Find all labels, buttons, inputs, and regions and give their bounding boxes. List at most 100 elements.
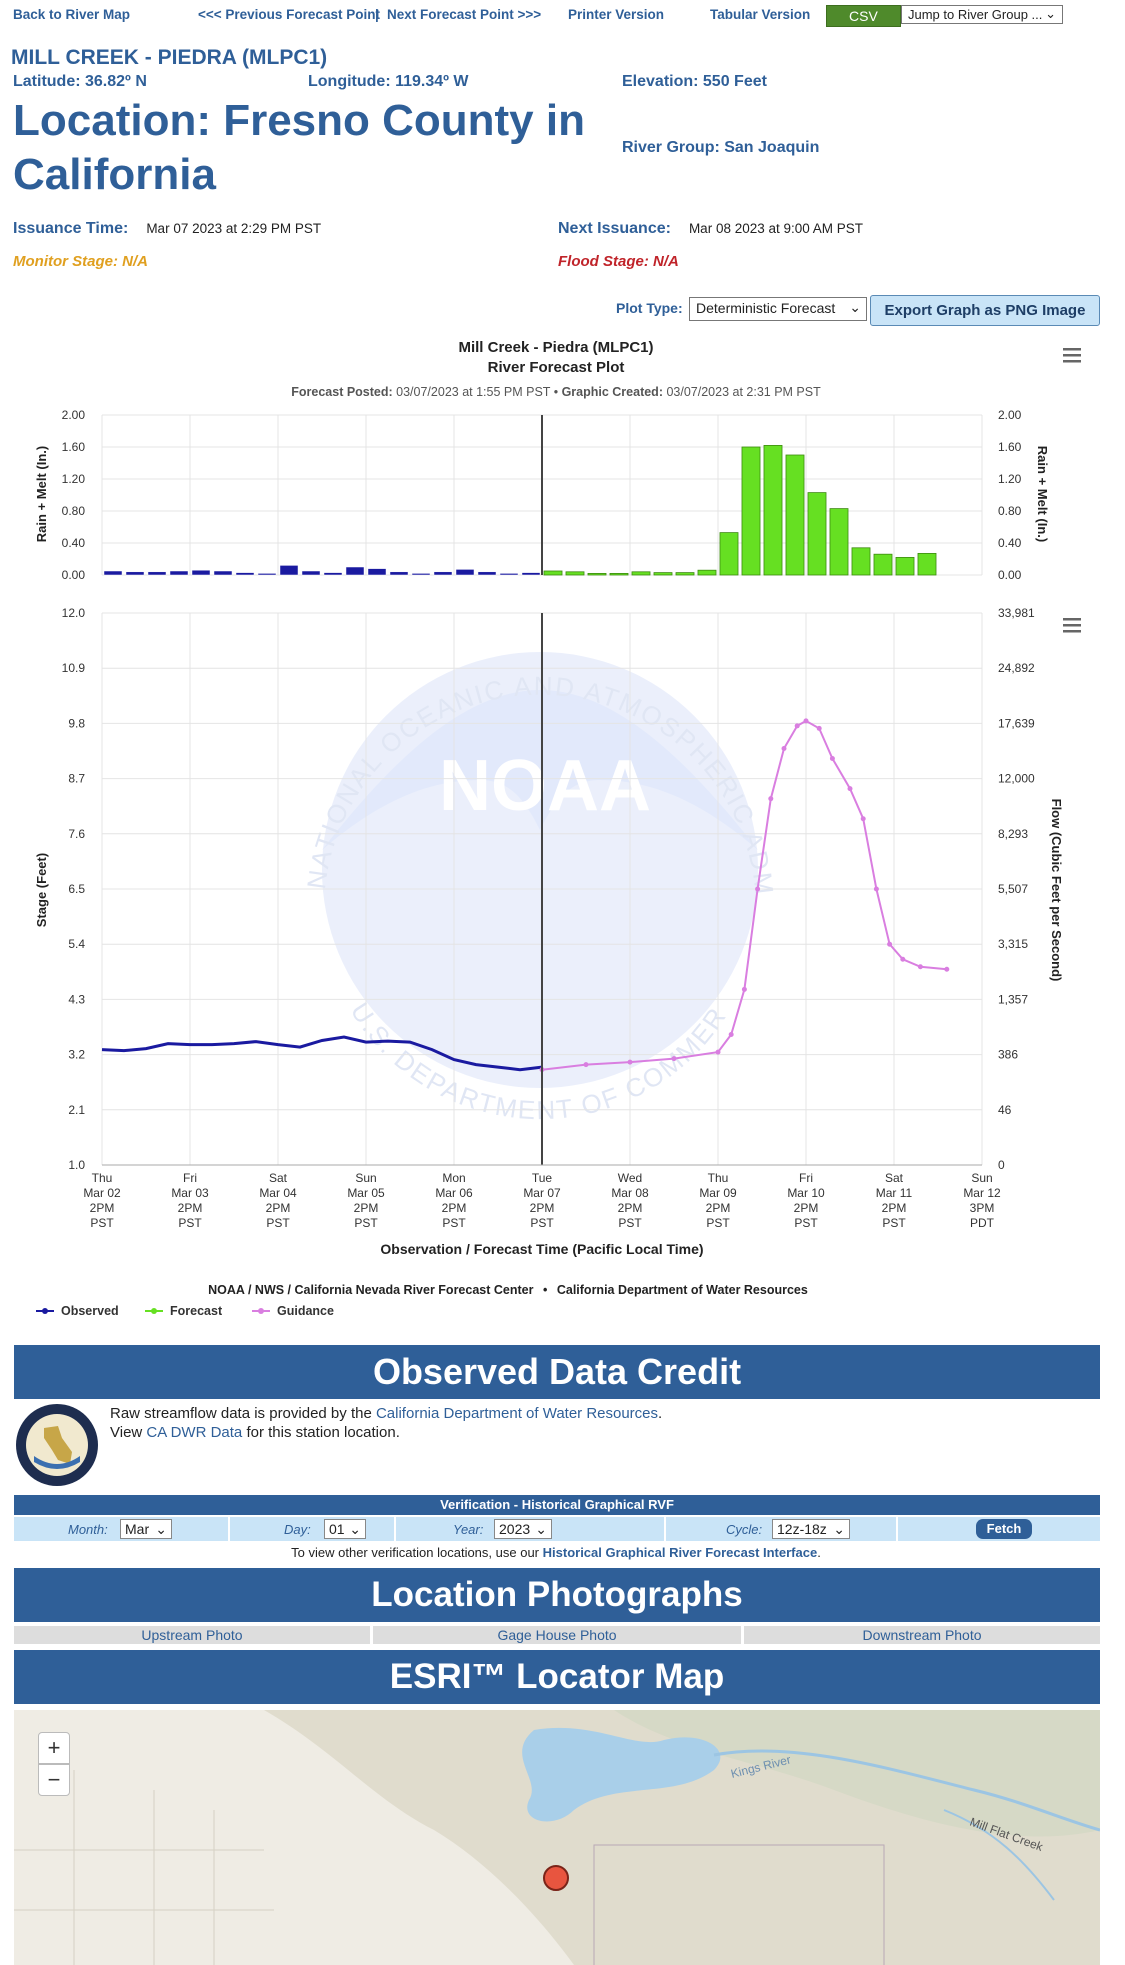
stage-y-tick: 4.3 bbox=[68, 992, 85, 1006]
map-lake bbox=[522, 1727, 721, 1822]
map-creek bbox=[943, 1809, 1055, 1901]
month-select[interactable]: Mar ⌄ bbox=[120, 1519, 172, 1539]
forecast-precip-bar bbox=[741, 446, 761, 576]
credit-line-1-suffix: . bbox=[658, 1405, 663, 1422]
x-tick-line: 2PM bbox=[442, 1201, 467, 1215]
forecast-precip-bar bbox=[785, 454, 805, 576]
next-forecast-point-link[interactable]: Next Forecast Point >>> bbox=[387, 7, 542, 22]
flow-y2-tick: 386 bbox=[998, 1048, 1018, 1062]
ca-dwr-data-link[interactable]: CA DWR Data bbox=[146, 1424, 243, 1441]
x-tick-line: 2PM bbox=[178, 1201, 203, 1215]
observed-precip-bar bbox=[433, 571, 453, 576]
x-tick-line: Mon bbox=[442, 1171, 465, 1185]
chevron-down-icon: ⌄ bbox=[349, 1521, 361, 1537]
legend-label: Guidance bbox=[277, 1304, 334, 1318]
flow-y2-tick: 1,357 bbox=[998, 992, 1028, 1006]
precip-y2label: Rain + Melt (In.) bbox=[1035, 446, 1050, 542]
x-tick-line: PST bbox=[354, 1216, 378, 1230]
chart-menu-icon-2[interactable] bbox=[1063, 618, 1081, 633]
zoom-in-button[interactable]: + bbox=[38, 1732, 70, 1764]
forecast-precip-bar bbox=[565, 571, 585, 576]
year-value: 2023 bbox=[499, 1521, 531, 1537]
gage-house-photo-tab[interactable]: Gage House Photo bbox=[373, 1626, 741, 1644]
flow-y2-tick: 33,981 bbox=[998, 606, 1035, 620]
stage-y-tick: 5.4 bbox=[68, 937, 85, 951]
top-nav: Back to River Map <<< Previous Forecast … bbox=[0, 0, 1125, 32]
station-location-marker[interactable] bbox=[543, 1865, 569, 1891]
export-png-button[interactable]: Export Graph as PNG Image bbox=[870, 295, 1100, 326]
precip-y-tick: 0.80 bbox=[62, 504, 86, 518]
precip-y2-tick: 2.00 bbox=[998, 408, 1022, 422]
x-tick-label: Sun Mar 12 3PM PDT bbox=[963, 1171, 1001, 1230]
precip-y-tick: 0.00 bbox=[62, 568, 86, 582]
forecast-precip-bar bbox=[895, 556, 915, 576]
x-tick-line: PST bbox=[882, 1216, 906, 1230]
printer-version-link[interactable]: Printer Version bbox=[568, 7, 665, 22]
observed-credit-text: Raw streamflow data is provided by the C… bbox=[110, 1404, 662, 1442]
precip-y-tick: 1.20 bbox=[62, 472, 86, 486]
legend-marker bbox=[42, 1308, 48, 1314]
year-select[interactable]: 2023 ⌄ bbox=[494, 1519, 552, 1539]
previous-forecast-point-link[interactable]: <<< Previous Forecast Point bbox=[198, 7, 380, 22]
plot-type-select[interactable]: Deterministic Forecast ⌄ bbox=[689, 297, 867, 321]
downstream-photo-tab[interactable]: Downstream Photo bbox=[744, 1626, 1100, 1644]
guidance-stage-point bbox=[900, 956, 906, 962]
credits-bullet: • bbox=[543, 1283, 547, 1297]
guidance-stage-point bbox=[741, 986, 747, 992]
x-tick-label: Thu Mar 02 2PM PST bbox=[83, 1171, 121, 1230]
precip-ylabel: Rain + Melt (In.) bbox=[34, 446, 49, 542]
x-tick-line: 3PM bbox=[970, 1201, 995, 1215]
forecast-precip-bar bbox=[807, 492, 827, 576]
chart-legend: Observed Forecast Guidance bbox=[36, 1304, 334, 1318]
ca-dwr-link[interactable]: California Department of Water Resources bbox=[375, 1405, 659, 1422]
posted-bullet: • bbox=[554, 385, 558, 399]
credits-dwr: California Department of Water Resources bbox=[557, 1283, 808, 1297]
forecast-precip-bar bbox=[719, 532, 739, 576]
chevron-down-icon: ⌄ bbox=[535, 1521, 547, 1537]
observed-precip-bar bbox=[257, 573, 277, 576]
x-tick-line: Fri bbox=[799, 1171, 813, 1185]
chart-posted-line: Forecast Posted: 03/07/2023 at 1:55 PM P… bbox=[291, 385, 821, 399]
flow-y2-tick: 5,507 bbox=[998, 882, 1028, 896]
day-select[interactable]: 01 ⌄ bbox=[324, 1519, 366, 1539]
back-to-river-map-link[interactable]: Back to River Map bbox=[13, 7, 131, 22]
fetch-button[interactable]: Fetch bbox=[976, 1519, 1032, 1539]
observed-precip-bar bbox=[213, 570, 233, 576]
flow-y2-tick: 8,293 bbox=[998, 827, 1028, 841]
zoom-out-button[interactable]: − bbox=[38, 1764, 70, 1796]
observed-precip-bar bbox=[345, 566, 365, 576]
month-value: Mar bbox=[125, 1521, 150, 1537]
x-tick-line: 2PM bbox=[618, 1201, 643, 1215]
stage-y-tick: 9.8 bbox=[68, 716, 85, 730]
upstream-photo-tab[interactable]: Upstream Photo bbox=[14, 1626, 370, 1644]
river-group: River Group: San Joaquin bbox=[622, 139, 820, 156]
esri-locator-map[interactable]: Kings River Mill Flat Creek + − bbox=[14, 1710, 1100, 1965]
tabular-version-link[interactable]: Tabular Version bbox=[710, 7, 811, 22]
map-river bbox=[713, 1749, 1100, 1832]
x-tick-line: PST bbox=[266, 1216, 290, 1230]
historical-rvf-link[interactable]: Historical Graphical River Forecast Inte… bbox=[542, 1545, 818, 1560]
flow-y2-tick: 46 bbox=[998, 1103, 1012, 1117]
observed-precip-bar bbox=[367, 568, 387, 576]
chevron-down-icon: ⌄ bbox=[155, 1521, 167, 1537]
next-issuance: Next Issuance: Mar 08 2023 at 9:00 AM PST bbox=[558, 220, 863, 238]
csv-button[interactable]: CSV bbox=[826, 5, 901, 27]
x-tick-line: Wed bbox=[618, 1171, 642, 1185]
next-issuance-value: Mar 08 2023 at 9:00 AM PST bbox=[688, 221, 864, 236]
stage-y-tick: 3.2 bbox=[68, 1048, 85, 1062]
verification-note: To view other verification locations, us… bbox=[0, 1545, 1112, 1560]
chart-menu-icon[interactable] bbox=[1063, 348, 1081, 363]
flow-y2-tick: 0 bbox=[998, 1158, 1005, 1172]
stage-y-tick: 7.6 bbox=[68, 827, 85, 841]
x-tick-line: 2PM bbox=[530, 1201, 555, 1215]
cycle-select[interactable]: 12z-18z ⌄ bbox=[772, 1519, 850, 1539]
observed-precip-bar bbox=[103, 570, 123, 576]
forecast-precip-bar bbox=[543, 570, 563, 576]
stage-y-tick: 1.0 bbox=[68, 1158, 85, 1172]
jump-to-river-group-select[interactable]: Jump to River Group ... ⌄ bbox=[901, 5, 1063, 24]
credit-line-1: Raw streamflow data is provided by the C… bbox=[110, 1404, 662, 1423]
observed-precip-bar bbox=[521, 572, 541, 576]
credit-line-1-prefix: Raw streamflow data is provided by the bbox=[110, 1405, 372, 1422]
observed-precip-bar bbox=[169, 570, 189, 576]
location-title: Location: Fresno County in California bbox=[13, 96, 585, 199]
